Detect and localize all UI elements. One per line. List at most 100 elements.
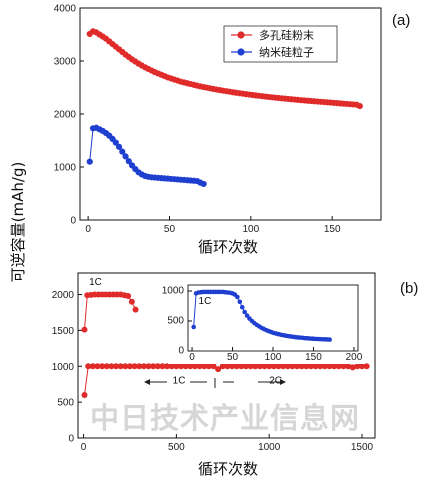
- panel-b-series-0-point: [132, 306, 139, 313]
- panel-a-y-tick-label: 3000: [54, 57, 77, 68]
- panel-b-series-1-point: [103, 363, 110, 370]
- inset-x-tick-label: 50: [227, 352, 239, 363]
- panel-b-series-1-point: [126, 363, 133, 370]
- panel-b-x-tick-label: 0: [81, 442, 87, 453]
- panel-a-y-tick-label: 2000: [54, 110, 77, 121]
- panel-a-series-1-point: [200, 180, 207, 188]
- panel-a-y-tick-label: 4000: [54, 4, 77, 15]
- panel-b-series-1-point: [317, 363, 324, 370]
- panel-b-series-1-point: [168, 363, 175, 370]
- panel-b-series-1-point: [340, 363, 347, 370]
- inset-y-tick-label: 1000: [162, 285, 185, 296]
- panel-b-series-1-point: [150, 363, 157, 370]
- panel-b-series-1-point: [298, 363, 305, 370]
- panel-a-label: (a): [392, 12, 410, 29]
- arrow-right-head: [280, 379, 286, 385]
- panel-b-series-1-point: [266, 363, 273, 370]
- panel-b-series-1-point: [335, 363, 342, 370]
- panel-b-series-1-point: [219, 363, 226, 370]
- inset-y-tick-label: 0: [178, 345, 184, 356]
- panel-a-y-tick-label: 0: [70, 216, 76, 227]
- panel-b-points: [81, 291, 370, 398]
- inset-annotation-1c: 1C: [199, 296, 212, 307]
- panel-a-series-1-point: [125, 158, 132, 165]
- panel-a-series-1-point: [115, 143, 123, 150]
- panel-b-series-1-point: [303, 363, 310, 370]
- panel-b-series-0-point: [125, 292, 132, 299]
- panel-a-series-1-point: [122, 153, 129, 160]
- panel-b-series-1-point: [154, 363, 161, 370]
- panel-a-y-tick-label: 1000: [54, 163, 77, 174]
- panel-b-series-1-point: [89, 363, 96, 370]
- panel-b-series-1-point: [294, 363, 301, 370]
- panel-b-series-1-point: [331, 363, 338, 370]
- panel-b-series-1-point: [191, 363, 198, 370]
- legend: 多孔硅粉末 纳米硅粒子: [223, 25, 338, 63]
- inset-series-0-point: [191, 324, 196, 330]
- panel-b-annotation: 1C: [89, 277, 102, 288]
- inset-chart: 0 50 100 150 200 0 500 1000 1C: [162, 281, 364, 364]
- watermark: 中日技术产业信息网: [90, 401, 360, 435]
- panel-b-series-1-point: [201, 363, 208, 370]
- panel-b-series-1-point: [289, 363, 296, 370]
- panel-b-series-1-point: [307, 363, 314, 370]
- panel-a-x-tick-label: 150: [324, 224, 341, 235]
- panel-a-ticks: 0 50 100 150 0 1000 2000 3000 4000: [54, 4, 341, 236]
- panel-b-series-1-point: [108, 363, 115, 370]
- panel-b-series-1-point: [122, 363, 129, 370]
- panel-a-series-1-point: [119, 148, 126, 155]
- inset-x-tick-label: 150: [305, 352, 322, 363]
- inset-y-tick-label: 500: [167, 315, 184, 326]
- panel-b-series-1-point: [252, 363, 259, 370]
- panel-b-series-1-point: [284, 363, 291, 370]
- panel-b-series-1-point: [94, 363, 101, 370]
- panel-b-series-1-point: [113, 363, 120, 370]
- inset-series-0-point: [327, 337, 332, 342]
- panel-b-series-1-line: [84, 365, 367, 396]
- panel-b-series-1-point: [187, 363, 194, 370]
- inset-x-tick-label: 100: [265, 352, 282, 363]
- panel-b-series-1-point: [85, 363, 92, 370]
- panel-b-series-0-point: [81, 326, 88, 333]
- inset-points: [191, 289, 332, 342]
- panel-b-series-1-point: [326, 363, 333, 370]
- panel-b-series-1-point: [178, 363, 185, 370]
- panel-b-annotations: 1C 1C 2C: [89, 277, 282, 386]
- panel-b-series-1-point: [270, 363, 277, 370]
- panel-b-series-1-point: [145, 363, 152, 370]
- panel-b-series-1-point: [345, 363, 352, 370]
- panel-b-series-1-point: [81, 391, 88, 398]
- panel-b-series-1-point: [159, 363, 166, 370]
- panel-a-series-0-point: [356, 102, 363, 110]
- panel-b-y-tick-label: 500: [57, 398, 74, 409]
- panel-b-series-1-point: [321, 363, 328, 370]
- panel-b-series-1-point: [359, 363, 366, 370]
- panel-b-series-1-point: [210, 363, 217, 370]
- inset-series-0-point: [235, 294, 240, 300]
- inset-x-tick-label: 0: [189, 352, 195, 363]
- panel-b-series-1-point: [215, 366, 222, 373]
- arrow-left-head: [144, 379, 150, 385]
- panel-b-series-1-point: [363, 363, 370, 370]
- panel-b-series-1-point: [173, 363, 180, 370]
- panel-b-y-tick-label: 1500: [52, 326, 75, 337]
- panel-b-series-1-point: [275, 363, 282, 370]
- panel-b-series-0-line: [83, 294, 136, 330]
- inset-series-0-point: [242, 309, 247, 315]
- panel-b-series-1-point: [354, 363, 361, 370]
- panel-b-series-1-point: [140, 363, 147, 370]
- panel-b-label: (b): [400, 280, 418, 297]
- panel-b-series-1-point: [233, 363, 240, 370]
- panel-a-series-1-point: [86, 158, 93, 165]
- rate-arrows: [144, 378, 286, 388]
- panel-b-series-1-point: [238, 363, 245, 370]
- panel-a-x-tick-label: 0: [85, 224, 91, 235]
- panel-b-series-1-point: [205, 363, 212, 370]
- panel-b-series-1-point: [247, 363, 254, 370]
- panel-b-series-1-point: [280, 363, 287, 370]
- panel-b-annotation: 1C: [173, 375, 186, 386]
- panel-b-series-1-point: [261, 363, 268, 370]
